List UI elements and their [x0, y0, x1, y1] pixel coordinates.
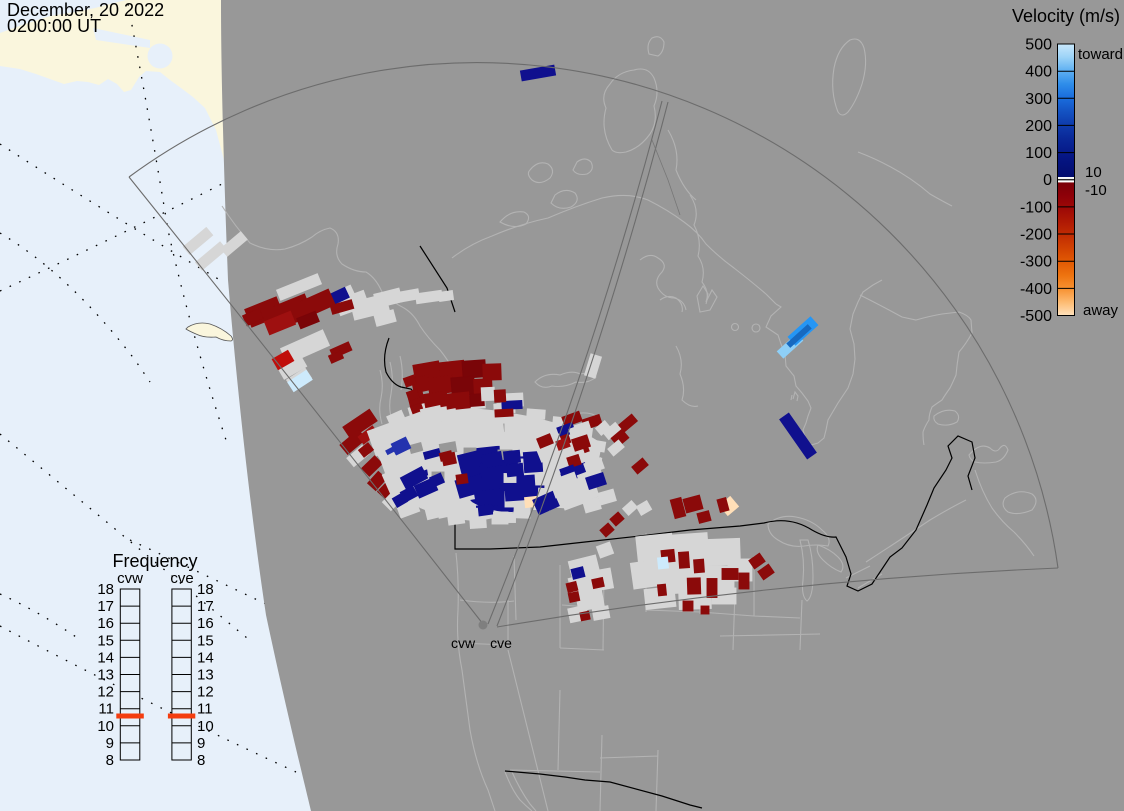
- svg-text:cve: cve: [490, 635, 512, 651]
- svg-text:11: 11: [98, 701, 114, 718]
- svg-text:8: 8: [197, 752, 205, 769]
- svg-text:200: 200: [1025, 118, 1052, 135]
- svg-text:10: 10: [197, 718, 214, 735]
- svg-text:11: 11: [197, 701, 213, 718]
- svg-text:-200: -200: [1020, 227, 1052, 244]
- svg-text:December, 20 2022: December, 20 2022: [7, 0, 164, 20]
- svg-text:10: 10: [97, 718, 114, 735]
- svg-text:-100: -100: [1020, 199, 1052, 216]
- svg-text:cvw: cvw: [117, 570, 143, 587]
- svg-text:13: 13: [197, 667, 214, 684]
- svg-text:9: 9: [197, 735, 205, 752]
- svg-text:8: 8: [106, 752, 114, 769]
- svg-text:500: 500: [1025, 37, 1052, 54]
- svg-text:away: away: [1083, 302, 1119, 319]
- svg-text:-300: -300: [1020, 254, 1052, 271]
- svg-text:17: 17: [197, 598, 214, 615]
- svg-text:-10: -10: [1085, 182, 1107, 199]
- svg-text:18: 18: [97, 581, 114, 598]
- svg-text:0: 0: [1043, 172, 1052, 189]
- svg-text:13: 13: [97, 667, 114, 684]
- svg-text:cve: cve: [170, 570, 193, 587]
- svg-text:-400: -400: [1020, 281, 1052, 298]
- svg-text:-500: -500: [1020, 308, 1052, 325]
- svg-text:14: 14: [197, 649, 214, 666]
- svg-text:16: 16: [197, 615, 214, 632]
- svg-text:300: 300: [1025, 91, 1052, 108]
- svg-text:12: 12: [97, 684, 114, 701]
- svg-text:15: 15: [197, 632, 214, 649]
- svg-text:Velocity (m/s): Velocity (m/s): [1012, 6, 1120, 26]
- svg-text:15: 15: [97, 632, 114, 649]
- svg-text:toward: toward: [1078, 46, 1123, 63]
- svg-text:100: 100: [1025, 145, 1052, 162]
- svg-text:cvw: cvw: [451, 635, 476, 651]
- svg-text:Frequency: Frequency: [112, 551, 197, 571]
- svg-text:14: 14: [97, 649, 114, 666]
- svg-text:0200:00 UT: 0200:00 UT: [7, 16, 101, 36]
- svg-text:9: 9: [106, 735, 114, 752]
- svg-text:18: 18: [197, 581, 214, 598]
- svg-text:16: 16: [97, 615, 114, 632]
- svg-text:400: 400: [1025, 64, 1052, 81]
- svg-text:17: 17: [97, 598, 114, 615]
- svg-text:12: 12: [197, 684, 214, 701]
- svg-text:10: 10: [1085, 164, 1102, 181]
